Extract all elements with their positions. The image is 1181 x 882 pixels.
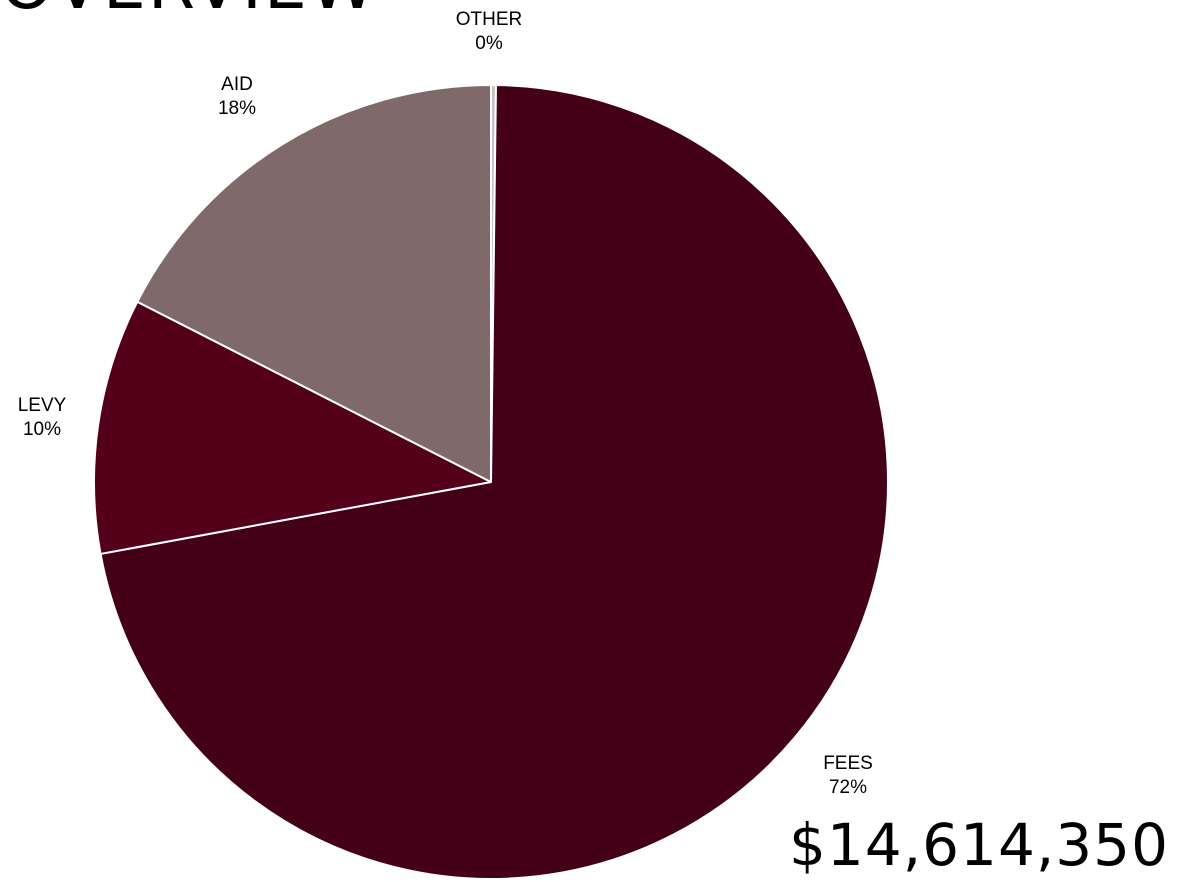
slide-title: OVERVIEW bbox=[0, 0, 378, 20]
slice-pct-fees: 72% bbox=[828, 777, 868, 798]
slice-label-aid: AID 18% bbox=[218, 73, 256, 121]
pie-slice-aid bbox=[136, 84, 492, 483]
pie-slice-fees bbox=[99, 84, 889, 880]
slice-label-levy: LEVY 10% bbox=[18, 394, 67, 442]
pie-slices bbox=[93, 83, 889, 880]
slice-name-aid: AID bbox=[221, 74, 253, 95]
slice-name-fees: FEES bbox=[823, 753, 873, 774]
slice-pct-aid: 18% bbox=[217, 98, 257, 119]
slice-label-other: OTHER 0% bbox=[456, 8, 523, 56]
slice-name-levy: LEVY bbox=[17, 395, 67, 416]
slice-name-other: OTHER bbox=[455, 9, 523, 30]
slice-pct-levy: 10% bbox=[22, 419, 62, 440]
total-amount: $14,614,350 bbox=[789, 811, 1169, 879]
slice-pct-other: 0% bbox=[475, 33, 503, 54]
pie-slice-levy bbox=[93, 300, 492, 555]
slice-label-fees: FEES 72% bbox=[823, 752, 873, 800]
